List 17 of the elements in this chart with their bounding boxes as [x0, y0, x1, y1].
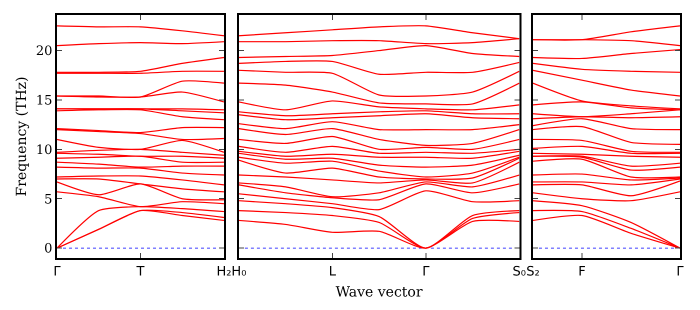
- y-tick-label: 10: [36, 142, 52, 158]
- x-tick-label: S₀: [512, 264, 526, 280]
- x-tick-label: H₀: [231, 264, 246, 280]
- y-tick-label: 20: [36, 44, 52, 60]
- x-tick-label: T: [136, 264, 145, 280]
- x-axis-title: Wave vector: [336, 284, 423, 300]
- y-tick-label: 5: [44, 192, 52, 208]
- x-tick-label: F: [578, 264, 586, 280]
- y-tick-label: 0: [44, 242, 52, 257]
- x-tick-label: Γ: [53, 264, 62, 280]
- x-tick-label: L: [328, 264, 337, 280]
- x-tick-label: Γ: [676, 264, 684, 280]
- y-tick-label: 15: [36, 94, 52, 108]
- x-tick-label: H₂: [216, 264, 232, 280]
- y-axis-title: Frequency (THz): [14, 76, 30, 197]
- x-tick-label: Γ: [422, 264, 430, 280]
- x-tick-label: S₂: [526, 264, 540, 280]
